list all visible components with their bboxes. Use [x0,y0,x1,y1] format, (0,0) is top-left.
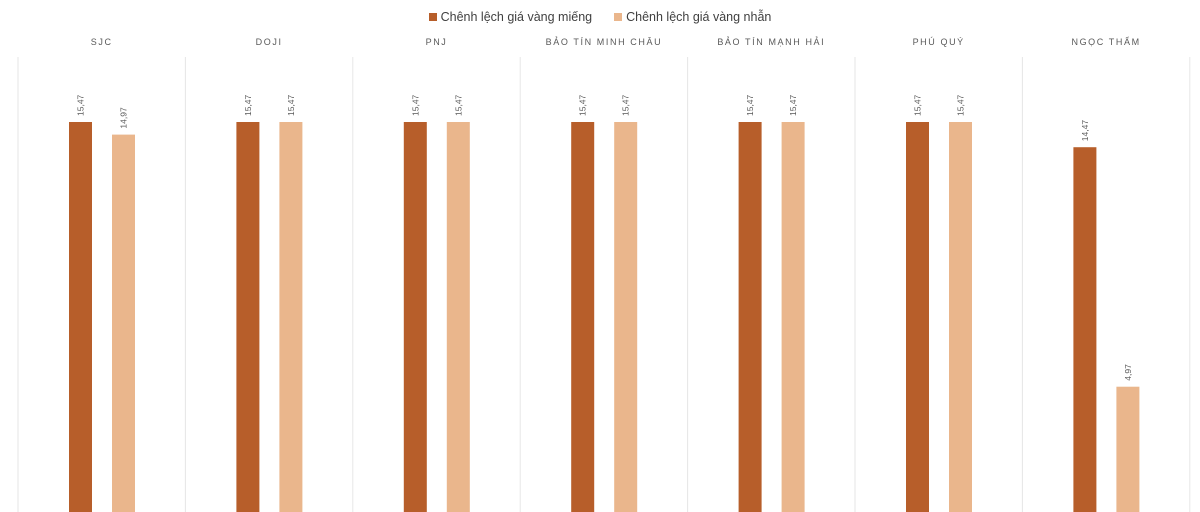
data-label: 15,47 [788,94,798,116]
bar-vang-mieng [906,122,929,512]
data-label: 15,47 [578,94,588,116]
data-label: 15,47 [745,94,755,116]
category-label: DOJI [256,37,283,47]
bar-vang-mieng [403,122,427,512]
data-label: 15,47 [621,94,631,116]
data-label: 15,47 [956,94,966,116]
category-label: SJC [91,37,113,47]
bar-vang-nhan [781,122,805,512]
legend-label-series-1: Chênh lệch giá vàng miếng [440,10,593,24]
data-label: 15,47 [286,94,296,116]
category-label: PHÚ QUÝ [913,37,965,47]
data-label: 15,47 [913,94,923,116]
legend-label-series-2: Chênh lệch giá vàng nhẫn [626,10,772,24]
category-label: BẢO TÍN MINH CHÂU [546,36,663,47]
bar-vang-nhan [949,122,972,512]
category-label: PNJ [426,37,448,47]
bar-vang-nhan [1116,386,1140,512]
data-label: 15,47 [410,94,420,116]
data-label: 4,97 [1123,364,1133,381]
chart-legend: Chênh lệch giá vàng miếng Chênh lệch giá… [0,8,1200,26]
data-label: 14,97 [119,107,129,129]
data-label: 15,47 [453,94,463,116]
bar-vang-mieng [571,122,595,512]
legend-item-series-2: Chênh lệch giá vàng nhẫn [614,10,771,24]
data-label: 14,47 [1080,120,1090,142]
bar-vang-nhan [112,134,135,512]
bar-vang-mieng [69,122,92,512]
bar-vang-mieng [738,122,762,512]
bar-vang-nhan [614,122,638,512]
data-label: 15,47 [243,94,253,116]
legend-swatch-series-2 [614,13,623,21]
category-label: NGỌC THẨM [1071,36,1140,47]
bar-vang-nhan [446,122,470,512]
legend-swatch-series-1 [428,13,437,21]
category-label: BẢO TÍN MẠNH HẢI [717,36,825,47]
data-label: 15,47 [76,94,86,116]
legend-item-series-1: Chênh lệch giá vàng miếng [428,10,593,24]
bar-vang-nhan [279,122,303,512]
bar-vang-mieng [1073,147,1097,512]
bar-vang-mieng [236,122,260,512]
